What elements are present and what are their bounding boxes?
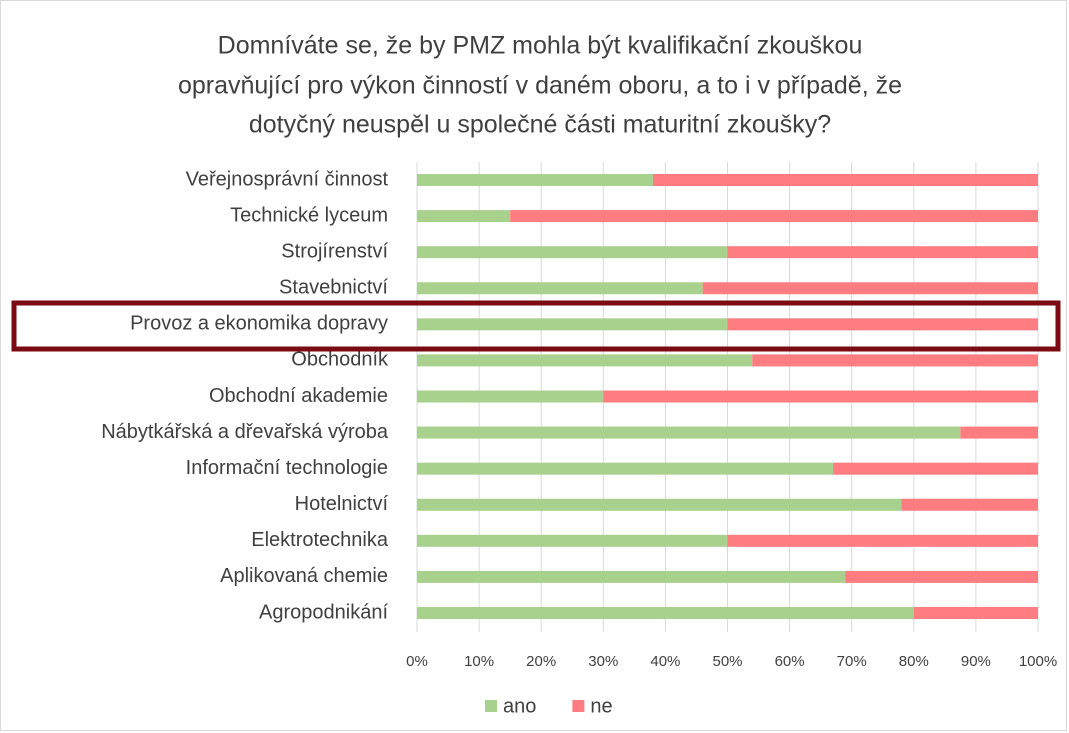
bar-segment (417, 462, 834, 475)
x-tick-label: 10% (464, 653, 494, 670)
legend-label: ne (590, 695, 612, 717)
y-tick-label: Obchodní akademie (209, 385, 388, 407)
x-tick-label: 60% (775, 653, 805, 670)
y-tick-label: Hotelnictví (295, 493, 389, 515)
y-tick-label: Nábytkářská a dřevařská výroba (101, 421, 389, 443)
bar-segment (727, 246, 1038, 259)
y-tick-label: Technické lyceum (230, 204, 388, 226)
x-tick-label: 20% (526, 653, 556, 670)
bar-segment (417, 318, 728, 331)
x-tick-label: 80% (899, 653, 929, 670)
bar-segment (960, 426, 1038, 439)
bar-segment (727, 534, 1038, 547)
y-tick-label: Strojírenství (281, 240, 388, 262)
x-tick-label: 30% (588, 653, 618, 670)
legend-swatch (485, 700, 497, 712)
y-tick-label: Provoz a ekonomika dopravy (130, 313, 388, 335)
y-tick-label: Agropodnikání (259, 601, 388, 623)
highlight-box (11, 300, 1061, 352)
chart-title: Domníváte se, že by PMZ mohla být kvalif… (218, 32, 863, 60)
bar-segment (752, 354, 1038, 367)
y-tick-label: Aplikovaná chemie (220, 565, 388, 587)
x-tick-label: 100% (1019, 653, 1057, 670)
bar-segment (727, 318, 1038, 331)
bar-segment (652, 174, 1038, 186)
chart-title: dotyčný neuspěl u společné části maturit… (249, 111, 831, 139)
bar-segment (417, 354, 753, 367)
bar-segment (417, 246, 728, 259)
chart-title: opravňující pro výkon činností v daném o… (178, 72, 902, 100)
y-tick-label: Obchodník (291, 349, 389, 371)
bar-segment (417, 534, 728, 547)
bar-segment (417, 282, 703, 295)
bar-segment (845, 570, 1038, 583)
bar-segment (417, 607, 914, 619)
bar-segment (702, 282, 1038, 295)
bar-segment (417, 498, 902, 511)
bar-segment (913, 607, 1038, 619)
bar-segment (417, 570, 846, 583)
x-tick-label: 0% (406, 653, 428, 670)
bar-segment (417, 426, 961, 439)
bar-segment (833, 462, 1038, 475)
bar-segment (417, 174, 653, 186)
y-tick-label: Veřejnosprávní činnost (186, 168, 389, 190)
y-tick-label: Elektrotechnika (251, 529, 389, 551)
bar-segment (417, 210, 511, 223)
legend-swatch (572, 700, 585, 712)
plot-area: 0% 10% 20% 30% 40% 50% 60% 70% 80% 90% 100% Veřejno… (101, 162, 1057, 717)
legend-label: ano (503, 695, 536, 717)
x-tick-label: 90% (961, 653, 991, 670)
x-tick-label: 70% (837, 653, 867, 670)
x-tick-label: 50% (712, 653, 742, 670)
x-tick-label: 40% (650, 653, 680, 670)
bar-segment (510, 210, 1038, 223)
y-tick-label: Informační technologie (186, 457, 388, 479)
y-tick-label: Stavebnictví (279, 277, 388, 299)
bar-segment (417, 390, 604, 403)
bar-segment (603, 390, 1038, 403)
bar-segment (901, 498, 1038, 511)
